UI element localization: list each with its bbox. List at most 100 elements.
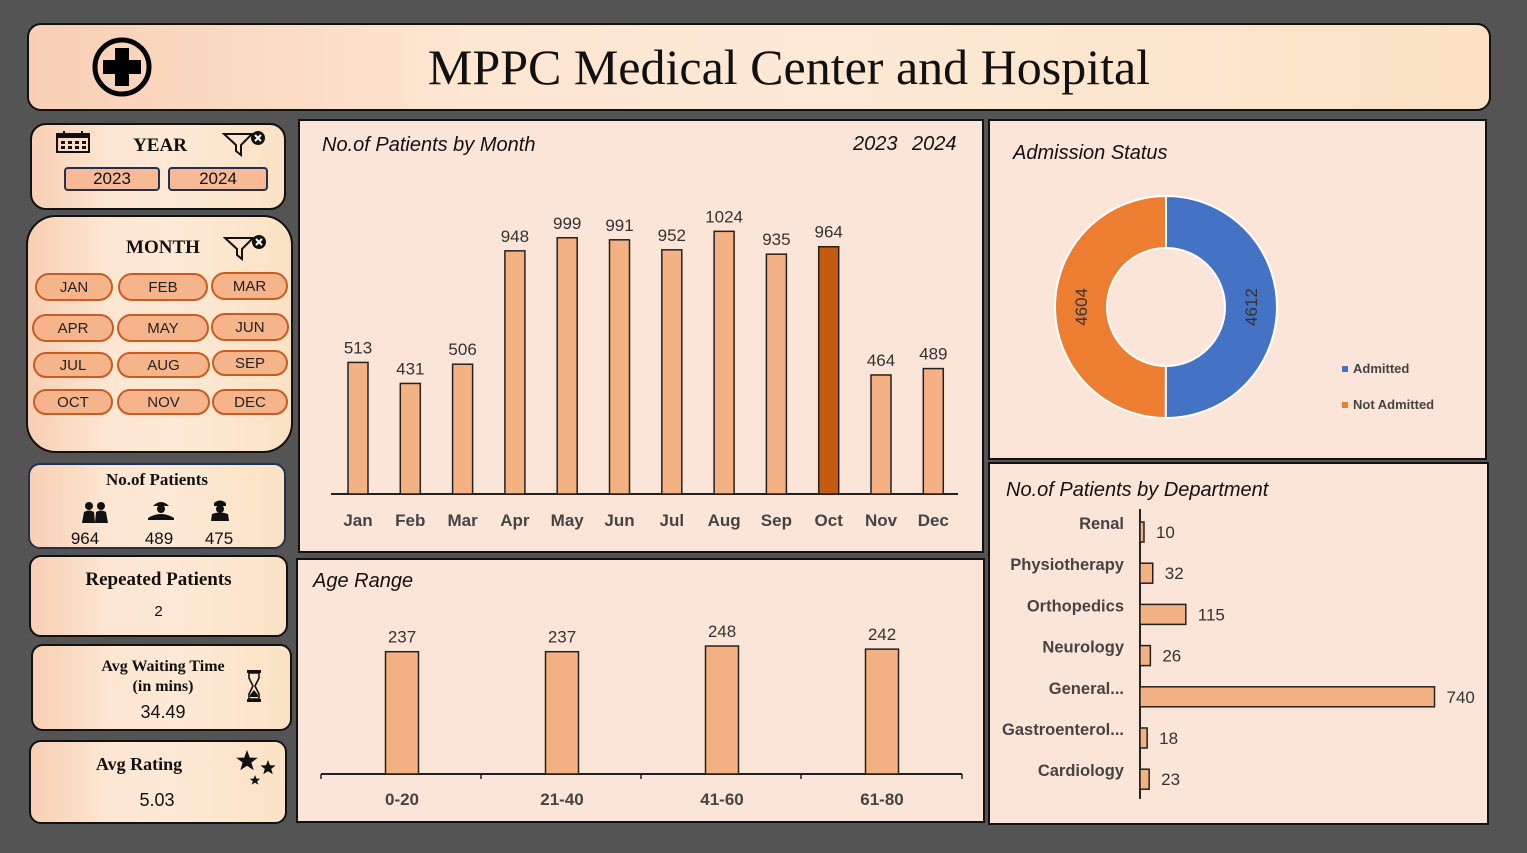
medical-cross-icon	[92, 37, 152, 97]
patients-by-department-chart: 10 Renal 32 Physiotherapy 115 Orthopedics 26 Ne…	[1002, 509, 1475, 799]
department-data-label: 32	[1165, 564, 1184, 583]
hourglass-icon	[247, 670, 261, 702]
donut-slice	[1164, 194, 1278, 420]
waiting-time-title: Avg Waiting Time	[101, 658, 225, 675]
page-title: MPPC Medical Center and Hospital	[427, 39, 1151, 95]
people-icon	[82, 502, 108, 523]
clear-filter-icon[interactable]	[222, 129, 268, 157]
month-button-jan[interactable]: JAN	[35, 273, 113, 301]
repeated-patients-card: Repeated Patients 2	[29, 555, 288, 637]
month-data-label: 1024	[705, 207, 743, 226]
department-bar	[1139, 644, 1152, 667]
legend-swatch	[1342, 366, 1348, 372]
nurse-icon	[211, 500, 229, 521]
stars-icon	[236, 750, 276, 785]
department-tick-label: Cardiology	[1038, 762, 1125, 780]
month-slicer-title: MONTH	[126, 237, 200, 258]
patients-by-department-panel: No.of Patients by Department 10 Renal 32 Ph…	[988, 462, 1489, 825]
month-data-label: 948	[501, 227, 529, 246]
month-tick-label: Sep	[761, 511, 792, 530]
department-data-label: 115	[1198, 605, 1225, 624]
department-data-label: 740	[1447, 688, 1475, 707]
month-button-may[interactable]: MAY	[117, 314, 209, 342]
month-button-dec[interactable]: DEC	[212, 389, 288, 415]
waiting-time-card: Avg Waiting Time (in mins) 34.49	[31, 644, 292, 731]
month-button-apr[interactable]: APR	[32, 314, 114, 342]
department-data-label: 10	[1156, 523, 1175, 542]
month-bar	[817, 245, 840, 495]
age-tick-label: 21-40	[540, 790, 583, 809]
month-tick-label: Jun	[604, 511, 634, 530]
month-tick-label: Apr	[500, 511, 530, 530]
department-bar	[1139, 603, 1187, 626]
month-tick-label: May	[551, 511, 585, 530]
month-data-label: 464	[867, 351, 895, 370]
age-tick-label: 0-20	[385, 790, 419, 809]
patients-total-value: 964	[70, 529, 100, 548]
age-tick-label: 61-80	[860, 790, 903, 809]
month-bar	[713, 230, 735, 495]
month-data-label: 506	[448, 340, 476, 359]
patients-by-department-title: No.of Patients by Department	[1006, 479, 1269, 501]
month-button-feb[interactable]: FEB	[118, 273, 208, 301]
age-bar	[704, 645, 740, 775]
department-bar	[1139, 727, 1148, 749]
month-tick-label: Oct	[815, 511, 844, 530]
department-data-label: 23	[1161, 770, 1180, 789]
department-bar	[1139, 562, 1154, 584]
department-tick-label: General...	[1049, 680, 1124, 698]
department-tick-label: Renal	[1079, 515, 1124, 533]
repeated-patients-value: 2	[154, 603, 163, 620]
month-button-jul[interactable]: JUL	[33, 352, 113, 378]
waiting-time-value: 34.49	[140, 702, 186, 722]
department-tick-label: Neurology	[1042, 639, 1124, 657]
month-button-mar[interactable]: MAR	[211, 272, 288, 300]
age-bar	[544, 650, 580, 775]
month-bar	[661, 249, 683, 495]
month-tick-label: Aug	[708, 511, 741, 530]
year-label-2023: 2023	[853, 133, 898, 155]
month-tick-label: Jan	[343, 511, 372, 530]
age-range-panel: Age Range 237 0-20 237 21-40 248 41-60 242 61-8…	[296, 558, 985, 823]
month-bar	[556, 237, 578, 495]
admission-status-panel: Admission Status 4612 4604 Admitted Not Adm…	[988, 119, 1487, 460]
month-bar	[922, 367, 945, 495]
year-slicer: YEAR 2023 2024	[30, 123, 286, 210]
year-slicer-title: YEAR	[133, 135, 187, 156]
month-data-label: 431	[396, 359, 424, 378]
month-tick-label: Dec	[918, 511, 949, 530]
department-tick-label: Gastroenterol...	[1002, 721, 1124, 739]
month-data-label: 964	[815, 223, 843, 242]
month-bar	[399, 382, 422, 495]
legend-label: Not Admitted	[1353, 397, 1434, 412]
repeated-patients-title: Repeated Patients	[85, 569, 232, 590]
department-bar	[1139, 768, 1150, 790]
department-tick-label: Orthopedics	[1027, 597, 1124, 615]
age-data-label: 248	[708, 622, 736, 641]
month-tick-label: Feb	[395, 511, 425, 530]
donut-data-label: 4604	[1072, 288, 1091, 326]
month-button-oct[interactable]: OCT	[33, 389, 113, 415]
month-button-jun[interactable]: JUN	[211, 313, 289, 341]
age-range-chart: 237 0-20 237 21-40 248 41-60 242 61-80	[320, 622, 963, 809]
month-data-label: 935	[762, 230, 790, 249]
donut-data-label: 4612	[1242, 288, 1261, 326]
month-data-label: 952	[658, 226, 686, 245]
month-button-nov[interactable]: NOV	[117, 389, 210, 415]
month-button-aug[interactable]: AUG	[117, 352, 210, 378]
clear-filter-icon[interactable]	[223, 233, 269, 261]
year-button-2024[interactable]: 2024	[168, 167, 268, 191]
patients-by-month-panel: No.of Patients by Month 2023 2024 513 Jan…	[298, 119, 984, 553]
admission-status-chart: 4612 4604 Admitted Not Admitted	[1053, 194, 1434, 420]
month-data-label: 991	[605, 216, 633, 235]
age-data-label: 237	[388, 628, 416, 647]
patients-doctor-value: 489	[144, 529, 174, 548]
month-tick-label: Nov	[865, 511, 898, 530]
month-button-sep[interactable]: SEP	[212, 350, 288, 376]
month-bar	[608, 239, 631, 495]
month-slicer: MONTH JAN FEB MAR APR MAY JUN JUL AUG SE…	[26, 215, 293, 453]
age-data-label: 242	[868, 625, 896, 644]
year-button-2023[interactable]: 2023	[64, 167, 160, 191]
month-tick-label: Mar	[447, 511, 478, 530]
patients-card: No.of Patients 964 489 475	[28, 463, 286, 549]
